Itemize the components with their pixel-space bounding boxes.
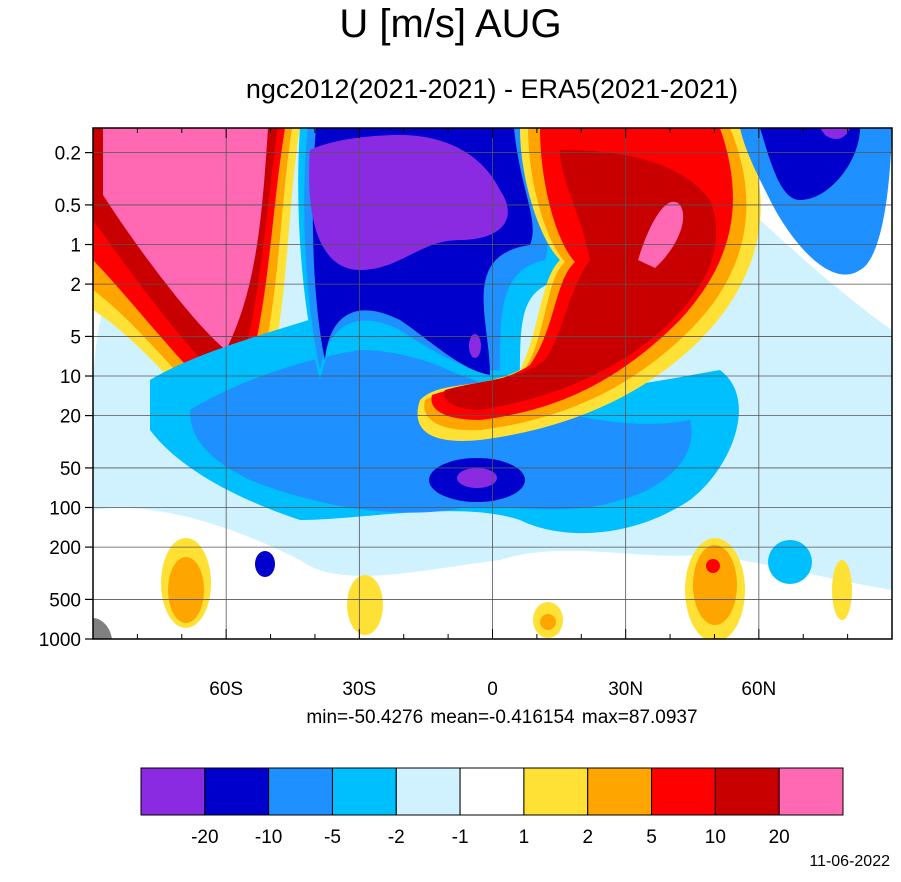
contour-tropo-darkblue xyxy=(255,551,275,577)
y-tick-label: 1 xyxy=(70,236,81,257)
colorbar-box xyxy=(587,767,653,816)
colorbar-box xyxy=(331,767,397,816)
colorbar-label: 5 xyxy=(646,827,657,848)
x-tick-label: 30N xyxy=(608,679,643,700)
y-tick-label: 50 xyxy=(60,459,81,480)
colorbar-box xyxy=(459,767,525,816)
date-stamp: 11-06-2022 xyxy=(809,853,890,870)
colorbar-label: 2 xyxy=(582,827,593,848)
contour-terrain xyxy=(93,618,112,639)
statistics-line: min=-50.4276 mean=-0.416154 max=87.0937 xyxy=(306,707,698,728)
y-tick-label: 5 xyxy=(70,327,81,348)
colorbar-label: -20 xyxy=(191,827,218,848)
colorbar-box xyxy=(268,767,333,816)
y-tick-label: 1000 xyxy=(39,630,81,651)
y-axis-tick-labels: 0.2 0.5 1 2 5 10 20 50 100 200 500 1000 xyxy=(39,144,81,651)
contour-nh-pink xyxy=(638,201,684,268)
colorbar-label: 10 xyxy=(705,827,726,848)
chart-title: U [m/s] AUG xyxy=(339,2,562,46)
colorbar-label: -5 xyxy=(324,827,341,848)
colorbar-box xyxy=(523,767,589,816)
x-tick-label: 30S xyxy=(342,679,376,700)
colorbar-box xyxy=(204,767,270,816)
colorbar-label: 1 xyxy=(519,827,530,848)
contour-tropo-nh-orange xyxy=(693,545,737,625)
contour-sstrat-purple xyxy=(309,135,508,270)
colorbar-box xyxy=(778,767,844,816)
contour-tropo-orange-eq xyxy=(540,614,556,630)
contour-sh-pink xyxy=(103,128,268,350)
x-axis-tick-labels: 60S 30S 0 30N 60N xyxy=(209,679,776,700)
contour-tropo-yellow-s xyxy=(347,575,383,635)
y-tick-label: 10 xyxy=(60,367,81,388)
contour-nhl-darkblue xyxy=(760,128,860,200)
colorbar-labels: -20 -10 -5 -2 -1 1 2 5 10 20 xyxy=(191,827,790,848)
contour-nh-darkred xyxy=(444,150,717,410)
x-tick-label: 60S xyxy=(209,679,243,700)
y-tick-label: 100 xyxy=(49,499,81,520)
y-tick-label: 2 xyxy=(70,275,81,296)
colorbar-box xyxy=(651,767,716,816)
colorbar-boxes xyxy=(140,767,844,816)
y-tick-label: 0.5 xyxy=(55,196,81,217)
y-tick-label: 0.2 xyxy=(55,144,81,165)
contour-nhl-purple xyxy=(820,128,850,140)
contour-sstrat-purple-small xyxy=(469,334,481,358)
colorbar-box xyxy=(140,767,206,816)
chart-subtitle: ngc2012(2021-2021) - ERA5(2021-2021) xyxy=(245,74,739,104)
colorbar-box xyxy=(395,767,461,816)
grid-lines xyxy=(93,128,892,640)
x-tick-label: 60N xyxy=(741,679,776,700)
y-tick-label: 500 xyxy=(49,590,81,611)
contour-tropo-nh-red xyxy=(706,559,720,573)
colorbar-label: -10 xyxy=(255,827,282,848)
axis-ticks xyxy=(85,128,849,640)
contour-tropo-cyan xyxy=(768,540,812,584)
colorbar-label: -1 xyxy=(452,827,469,848)
y-tick-label: 200 xyxy=(49,538,81,559)
contour-tropo-sh-orange xyxy=(168,557,204,623)
contour-eq-purple xyxy=(457,468,497,488)
colorbar-box xyxy=(714,767,780,816)
y-tick-label: 20 xyxy=(60,407,81,428)
colorbar-label: 20 xyxy=(769,827,790,848)
x-tick-label: 0 xyxy=(487,679,498,700)
contour-tropo-yellow-ne xyxy=(832,560,852,620)
colorbar-label: -2 xyxy=(388,827,405,848)
